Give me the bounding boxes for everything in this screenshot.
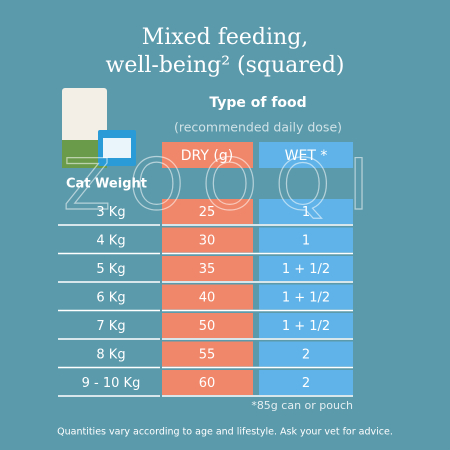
product-image [62, 88, 136, 168]
weight-label: 9 - 10 Kg [82, 376, 141, 391]
dry-value: 30 [199, 234, 216, 249]
column-header: DRY (g) [181, 148, 233, 164]
group-header: Type of food [209, 95, 306, 111]
weight-label: 5 Kg [96, 262, 125, 277]
wet-value: 1 + 1/2 [282, 291, 330, 306]
wet-cell [259, 313, 353, 338]
weight-label: 7 Kg [96, 319, 125, 334]
advice: Quantities vary according to age and lif… [57, 427, 393, 438]
wet-value: 1 [302, 234, 310, 249]
wet-value: 1 [302, 205, 310, 220]
weight-label: 3 Kg [96, 205, 125, 220]
footnote: *85g can or pouch [251, 399, 353, 412]
group-subheader: (recommended daily dose) [174, 120, 342, 135]
wet-value: 1 + 1/2 [282, 262, 330, 277]
dry-value: 55 [199, 348, 216, 363]
watermark: ZOOQI [63, 144, 387, 226]
title: Mixed feeding, [142, 25, 309, 50]
wet-value: 1 + 1/2 [282, 319, 330, 334]
dry-value: 25 [199, 205, 216, 220]
wet-cell [259, 199, 353, 224]
dry-cell [162, 256, 253, 281]
wet-value: 2 [302, 348, 310, 363]
wet-header-cell [259, 142, 353, 168]
dry-value: 60 [199, 376, 216, 391]
dry-value: 40 [199, 291, 216, 306]
wet-value: 2 [302, 376, 310, 391]
column-header: WET * [285, 148, 328, 164]
dry-cell [162, 341, 253, 367]
wet-cell [259, 284, 353, 310]
weight-label: 8 Kg [96, 348, 125, 363]
weight-label: 6 Kg [96, 291, 125, 306]
wet-cell [259, 256, 353, 281]
title: well-being² (squared) [105, 53, 344, 78]
wet-cell [259, 370, 353, 395]
dry-cell [162, 313, 253, 338]
row-header: Cat Weight [66, 177, 147, 192]
wet-cell [259, 341, 353, 367]
dry-cell [162, 199, 253, 224]
dry-cell [162, 370, 253, 395]
dry-header-cell [162, 142, 253, 168]
dry-cell [162, 227, 253, 253]
dry-value: 50 [199, 319, 216, 334]
weight-label: 4 Kg [96, 234, 125, 249]
dry-value: 35 [199, 262, 216, 277]
pouch-label [103, 138, 131, 158]
dry-cell [162, 284, 253, 310]
wet-cell [259, 227, 353, 253]
